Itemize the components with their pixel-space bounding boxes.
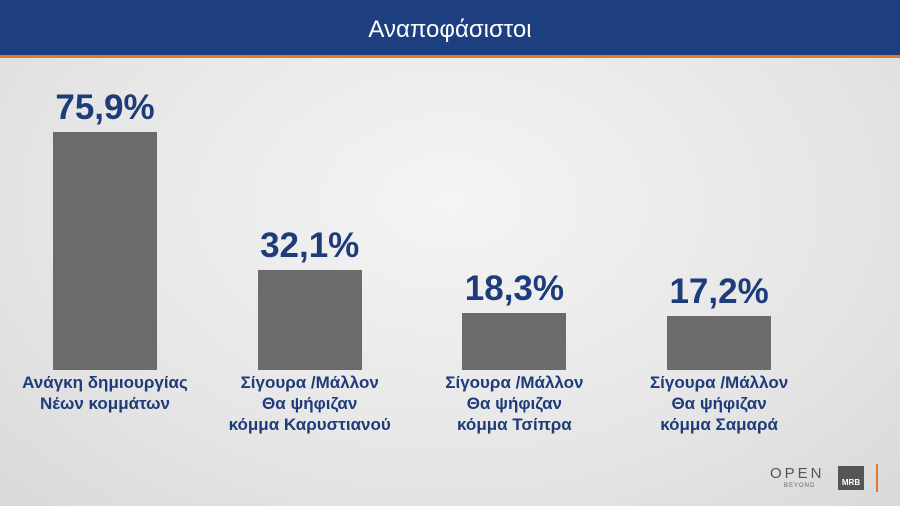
bar bbox=[257, 269, 362, 370]
category-label: Σίγουρα /Μάλλον Θα ψήφιζαν κόμμα Τσίπρα bbox=[445, 373, 584, 434]
value-label: 32,1% bbox=[260, 225, 360, 265]
title-bar bbox=[0, 0, 900, 58]
value-label: 75,9% bbox=[55, 88, 155, 128]
category-label: Ανάγκη δημιουργίας Νέων κομμάτων bbox=[22, 373, 188, 413]
logo-text: MRB bbox=[838, 466, 864, 490]
category-label: Σίγουρα /Μάλλον Θα ψήφιζαν κόμμα Καρυστι… bbox=[228, 373, 391, 434]
logo-text: BEYOND bbox=[784, 483, 816, 489]
value-label: 17,2% bbox=[669, 272, 769, 312]
separator bbox=[876, 464, 878, 492]
bar bbox=[462, 312, 567, 370]
category-label: Σίγουρα /Μάλλον Θα ψήφιζαν κόμμα Σαμαρά bbox=[649, 373, 789, 434]
bar bbox=[53, 132, 157, 370]
chart-title: Αναποφάσιστοι bbox=[368, 16, 532, 43]
logo-text: OPEN bbox=[770, 465, 825, 482]
value-label: 18,3% bbox=[464, 268, 565, 308]
bar bbox=[667, 316, 772, 370]
